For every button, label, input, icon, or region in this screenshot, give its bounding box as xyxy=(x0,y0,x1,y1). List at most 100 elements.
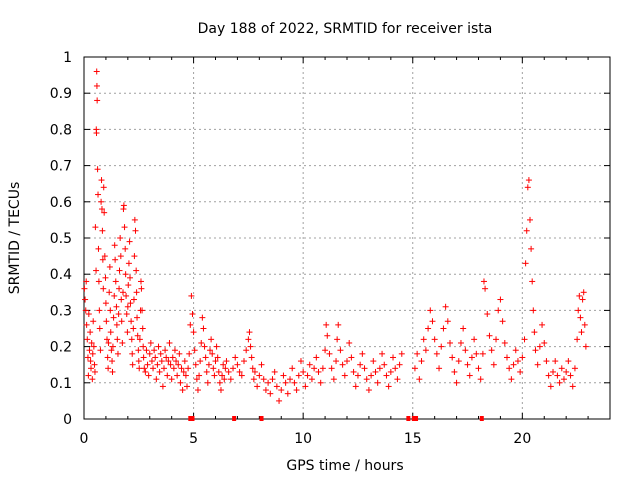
data-point xyxy=(267,390,274,397)
data-point xyxy=(236,368,243,375)
data-point xyxy=(372,368,379,375)
data-point xyxy=(488,347,495,354)
data-point xyxy=(524,184,531,191)
data-point xyxy=(567,372,574,379)
gap-marker xyxy=(411,416,416,421)
data-point xyxy=(211,372,218,379)
data-point xyxy=(477,376,484,383)
data-point xyxy=(455,358,462,365)
data-point xyxy=(84,336,91,343)
data-point xyxy=(475,365,482,372)
data-point xyxy=(311,365,318,372)
data-point xyxy=(396,361,403,368)
data-point xyxy=(534,361,541,368)
data-point xyxy=(93,130,100,137)
data-point xyxy=(107,329,114,336)
gap-marker xyxy=(232,416,237,421)
data-point xyxy=(447,339,454,346)
data-point xyxy=(539,321,546,328)
data-point xyxy=(249,365,256,372)
data-point xyxy=(390,354,397,361)
data-point xyxy=(374,379,381,386)
data-point xyxy=(243,347,250,354)
data-point xyxy=(575,307,582,314)
data-point xyxy=(222,365,229,372)
data-point xyxy=(247,343,254,350)
data-point xyxy=(508,376,515,383)
data-point xyxy=(106,289,113,296)
data-point xyxy=(118,296,125,303)
gap-markers xyxy=(188,416,484,421)
data-point xyxy=(280,372,287,379)
data-point xyxy=(148,358,155,365)
data-point xyxy=(574,336,581,343)
data-point xyxy=(93,68,100,75)
data-point xyxy=(145,372,152,379)
data-point xyxy=(133,267,140,274)
data-point xyxy=(278,387,285,394)
data-point xyxy=(122,245,129,252)
y-tick-label: 0.9 xyxy=(50,86,72,102)
data-point xyxy=(193,376,200,383)
data-point xyxy=(129,361,136,368)
data-point xyxy=(174,372,181,379)
data-point xyxy=(523,227,530,234)
data-point xyxy=(245,336,252,343)
data-point xyxy=(90,343,97,350)
data-point xyxy=(167,361,174,368)
data-point xyxy=(83,278,90,285)
data-point xyxy=(141,365,148,372)
data-point xyxy=(442,303,449,310)
data-point xyxy=(517,368,524,375)
data-point xyxy=(133,289,140,296)
data-point xyxy=(392,365,399,372)
data-point xyxy=(536,343,543,350)
data-point xyxy=(444,318,451,325)
data-point xyxy=(522,260,529,267)
data-point xyxy=(289,365,296,372)
data-point xyxy=(302,383,309,390)
data-point xyxy=(103,318,110,325)
data-point xyxy=(110,314,117,321)
data-point xyxy=(170,365,177,372)
data-point xyxy=(387,368,394,375)
data-point xyxy=(429,318,436,325)
data-point xyxy=(113,303,120,310)
data-point xyxy=(411,365,418,372)
data-point xyxy=(122,271,129,278)
data-point xyxy=(128,318,135,325)
data-point xyxy=(578,329,585,336)
gap-marker xyxy=(414,416,419,421)
data-point xyxy=(171,347,178,354)
data-point xyxy=(579,296,586,303)
data-point xyxy=(127,300,134,307)
data-point xyxy=(431,336,438,343)
data-point xyxy=(106,263,113,270)
data-point xyxy=(348,354,355,361)
data-point xyxy=(104,336,111,343)
data-point xyxy=(173,358,180,365)
y-tick-label: 0 xyxy=(63,412,72,428)
data-point xyxy=(418,358,425,365)
data-point xyxy=(581,321,588,328)
data-point xyxy=(363,376,370,383)
data-point xyxy=(134,332,141,339)
data-point xyxy=(201,343,208,350)
data-point xyxy=(254,383,261,390)
data-point xyxy=(99,256,106,263)
data-point xyxy=(131,216,138,223)
data-point xyxy=(304,372,311,379)
data-point xyxy=(214,354,221,361)
data-point xyxy=(276,397,283,404)
data-point xyxy=(116,267,123,274)
data-point xyxy=(140,343,147,350)
data-point xyxy=(168,376,175,383)
data-point xyxy=(117,253,124,260)
data-point xyxy=(179,387,186,394)
data-point xyxy=(95,191,102,198)
data-points xyxy=(81,68,589,404)
data-point xyxy=(163,354,170,361)
data-point xyxy=(306,361,313,368)
data-point xyxy=(269,376,276,383)
